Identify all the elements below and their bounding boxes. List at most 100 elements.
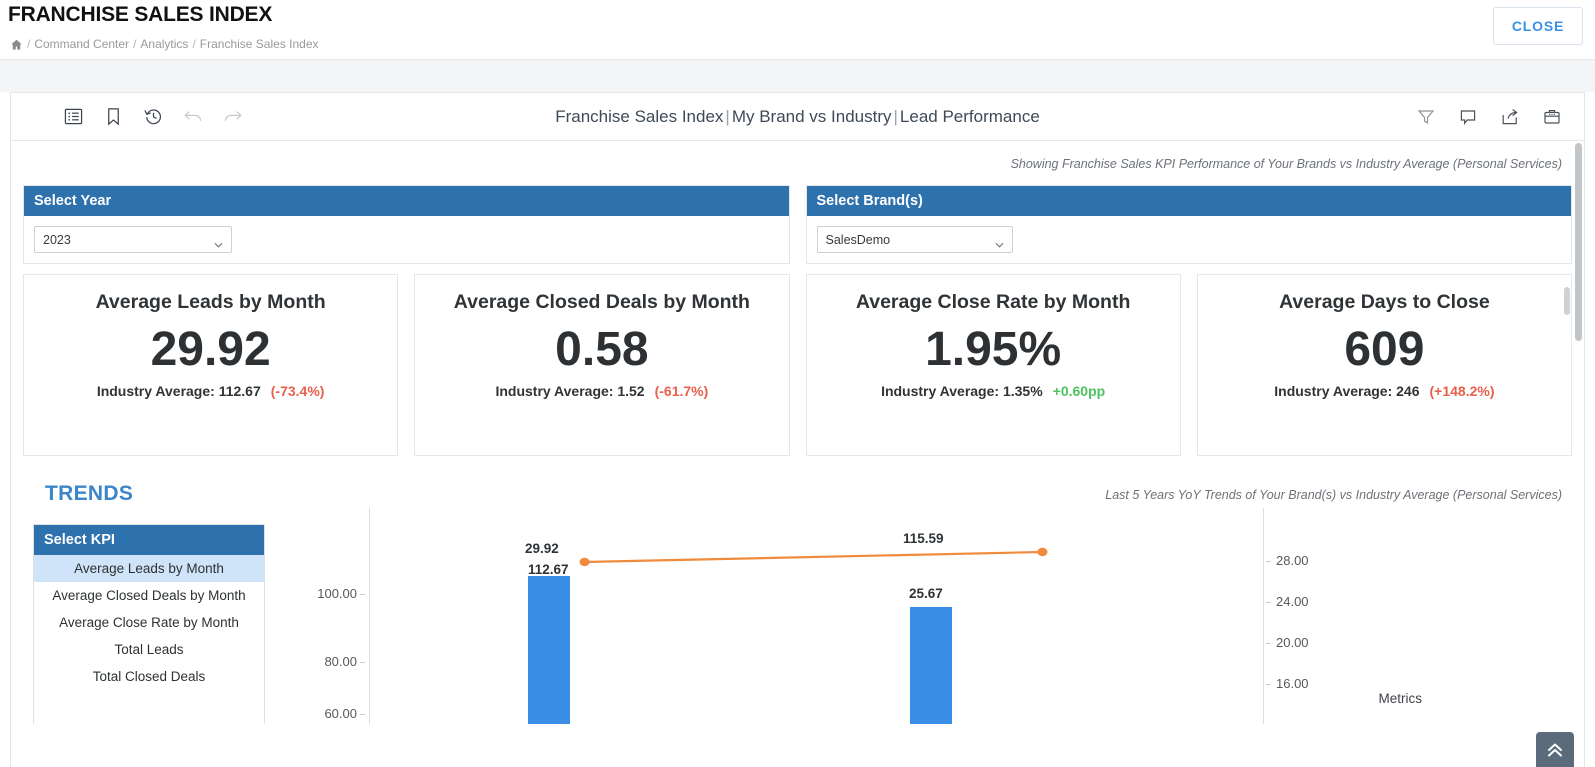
select-kpi-heading: Select KPI [34,525,264,555]
line-label-1: 115.59 [903,531,944,546]
trends-title: TRENDS [45,482,134,505]
home-icon[interactable] [10,39,23,51]
dashboard-title-sep1: | [725,106,730,126]
select-brands-heading: Select Brand(s) [806,186,1571,216]
filter-icon[interactable] [1416,107,1436,127]
kpi-list-item-average-closed-deals-by-month[interactable]: Average Closed Deals by Month [52,588,246,603]
breadcrumb-item-analytics[interactable]: Analytics [140,37,189,51]
toolbar-right-group [1416,93,1562,141]
page-title: FRANCHISE SALES INDEX [8,3,273,26]
dashboard-toolbar: Franchise Sales Index | My Brand vs Indust… [11,93,1584,141]
outline-icon[interactable] [63,107,83,127]
dashboard-title-part1: Franchise Sales Index [555,106,724,126]
kpi-value: 29.92 [150,323,271,376]
chart-right-axis-line [1263,508,1264,724]
kpi-card-average-leads-by-month: Average Leads by Month 29.92 Industry Av… [23,274,399,456]
select-kpi-list: Select KPI Average Leads by Month Averag… [33,524,265,724]
dashboard-title-part3: Lead Performance [899,106,1040,126]
kpi-subtext: Industry Average: 1.52 (-61.7%) [415,383,788,399]
right-axis-tick-3: 16.00 [1276,676,1309,691]
breadcrumb-separator-2: / [192,37,196,51]
header-gap [0,60,1595,92]
select-brands-value: SalesDemo [825,232,891,247]
kpi-list-item-average-leads-by-month[interactable]: Average Leads by Month [34,555,264,582]
kpi-delta: (-73.4%) [270,383,325,399]
select-year-dropdown[interactable]: 2023 [34,226,232,253]
bookmark-icon[interactable] [103,107,123,127]
kpi-delta: +0.60pp [1052,383,1106,399]
select-year-heading: Select Year [24,186,789,216]
line-series-my-brand [579,547,1048,567]
kpi-value: 1.95% [925,323,1062,376]
kpi-card-average-close-rate-by-month: Average Close Rate by Month 1.95% Indust… [805,274,1181,456]
redo-icon[interactable] [223,107,243,127]
chevron-down-icon [995,237,1004,248]
trends-header-row: TRENDS Last 5 Years YoY Trends of Your B… [23,482,1572,518]
kpi-value: 609 [1344,323,1425,376]
kpi-subtext: Industry Average: 112.67 (-73.4%) [24,383,397,399]
kpi-subtext: Industry Average: 246 (+148.2%) [1198,383,1571,399]
select-year-body: 2023 [24,216,789,263]
dashboard-scrollbar-thumb[interactable] [1575,143,1582,341]
right-axis-tick-0: 28.00 [1276,553,1309,568]
share-icon[interactable] [1500,107,1520,127]
kpi-delta: (-61.7%) [654,383,709,399]
dashboard-title: Franchise Sales Index | My Brand vs Indust… [11,107,1584,127]
select-brands-dropdown[interactable]: SalesDemo [816,226,1013,253]
kpi-industry-average: Industry Average: 112.67 [96,383,261,399]
dashboard-scrollbar[interactable] [1575,143,1582,763]
trends-chart: 100.00 80.00 60.00 112.67 25.67 [273,508,1572,724]
dashboard-body: Showing Franchise Sales KPI Performance … [11,141,1584,767]
kpi-title: Average Closed Deals by Month [453,291,750,313]
left-axis-tick-0: 100.00 [317,586,357,601]
kpi-subtext: Industry Average: 1.35% +0.60pp [807,383,1180,399]
kpi-list-item-total-closed-deals[interactable]: Total Closed Deals [92,669,206,684]
briefcase-icon[interactable] [1542,107,1562,127]
bar-label-1: 25.67 [909,586,943,601]
close-button[interactable]: CLOSE [1493,7,1583,45]
kpi-title: Average Close Rate by Month [855,291,1131,313]
chart-left-axis-line [369,508,370,724]
chart-legend-title: Metrics [1378,691,1423,706]
kpi-industry-average: Industry Average: 246 [1274,383,1420,399]
kpi-card-row: Average Leads by Month 29.92 Industry Av… [23,274,1572,456]
kpi-card-average-closed-deals-by-month: Average Closed Deals by Month 0.58 Indus… [414,274,790,456]
trends-note: Last 5 Years YoY Trends of Your Brand(s)… [1105,488,1562,502]
breadcrumb-item-franchise-sales-index[interactable]: Franchise Sales Index [199,37,319,51]
toolbar-left-group [11,107,243,127]
right-axis-tick-1: 24.00 [1276,594,1309,609]
history-icon[interactable] [143,107,163,127]
chart-plot-area: 112.67 25.67 29.92 115.59 [370,524,1263,724]
filter-row: Select Year 2023 Select Brand(s) SalesDe… [23,185,1572,264]
dashboard-title-part2: My Brand vs Industry [731,106,892,126]
kpi-list-item-average-close-rate-by-month[interactable]: Average Close Rate by Month [59,615,239,630]
undo-icon[interactable] [183,107,203,127]
kpi-card-average-days-to-close: Average Days to Close 609 Industry Avera… [1196,274,1572,456]
page-header: FRANCHISE SALES INDEX / Command Center /… [0,0,1595,60]
bar-series-industry-average-0[interactable] [528,576,570,724]
bar-series-industry-average-1[interactable] [910,607,952,724]
breadcrumb-separator-0: / [27,37,31,51]
top-note: Showing Franchise Sales KPI Performance … [1010,157,1562,171]
left-axis-tick-1: 80.00 [324,654,357,669]
chart-right-axis: 28.00 24.00 20.00 16.00 [1264,524,1340,724]
kpi-industry-average: Industry Average: 1.52 [495,383,645,399]
kpi-value: 0.58 [555,323,649,376]
kpi-delta: (+148.2%) [1429,383,1495,399]
kpi-list-item-total-leads[interactable]: Total Leads [114,642,184,657]
bar-label-0: 112.67 [528,562,569,577]
inner-scrollbar-thumb[interactable] [1564,287,1570,315]
dashboard-title-sep2: | [893,106,898,126]
select-year-value: 2023 [43,232,71,247]
chart-left-axis: 100.00 80.00 60.00 [291,524,367,724]
comment-icon[interactable] [1458,107,1478,127]
select-brands-body: SalesDemo [807,216,1572,263]
breadcrumb-separator-1: / [133,37,137,51]
kpi-industry-average: Industry Average: 1.35% [881,383,1043,399]
chevron-down-icon [214,237,223,248]
left-axis-tick-2: 60.00 [324,706,357,721]
breadcrumb-item-command-center[interactable]: Command Center [34,37,130,51]
scroll-to-top-button[interactable] [1536,732,1574,767]
select-year-card: Select Year 2023 [23,185,790,264]
kpi-title: Average Days to Close [1279,291,1490,313]
